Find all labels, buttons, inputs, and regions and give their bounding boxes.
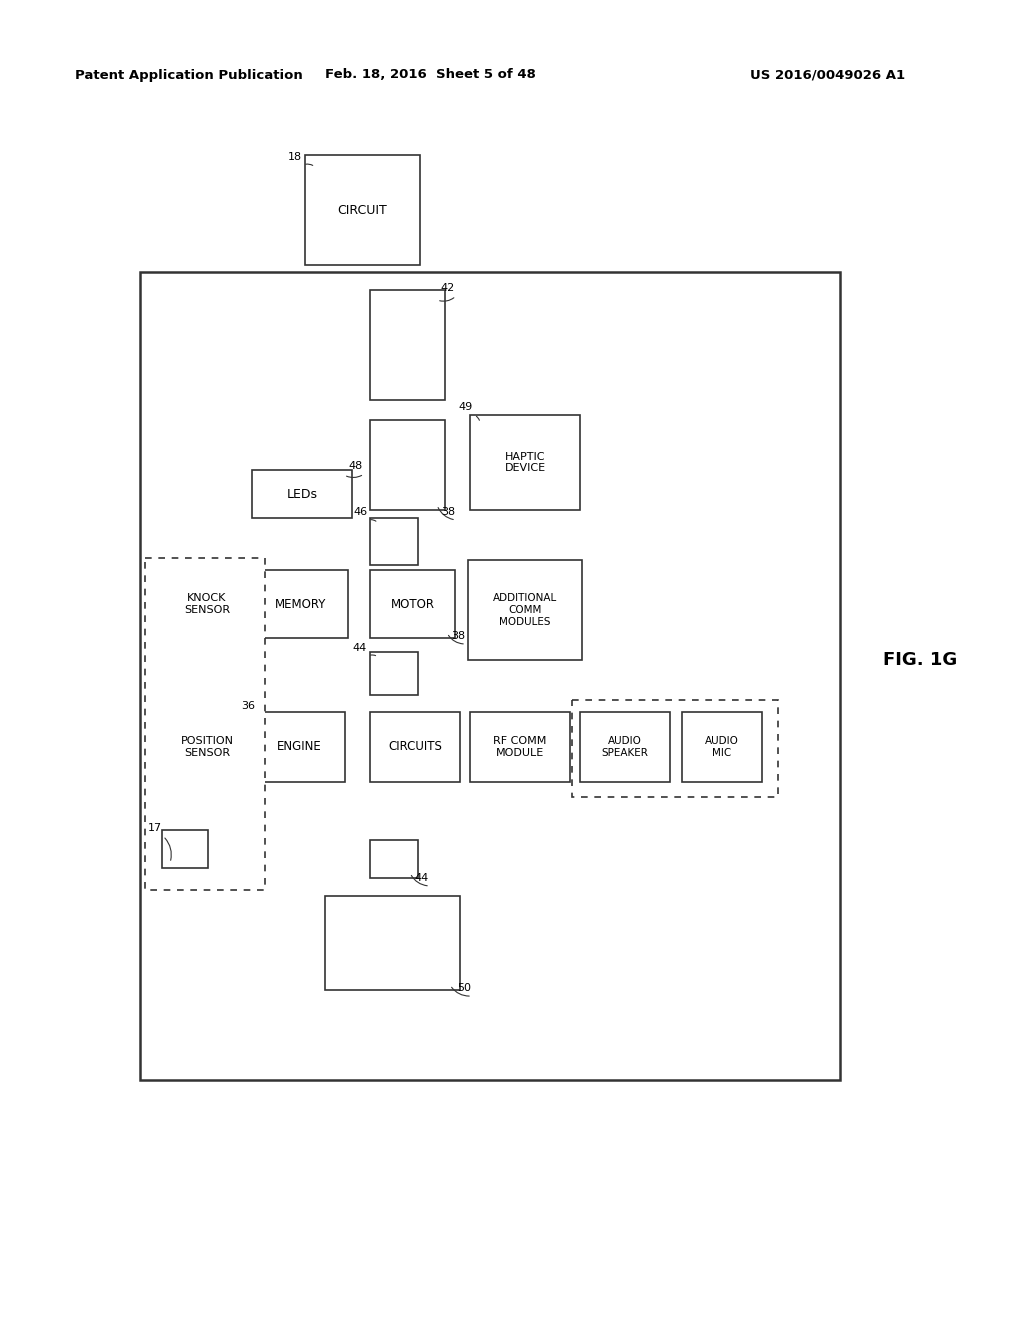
Text: ENGINE: ENGINE bbox=[278, 741, 322, 754]
Bar bbox=[370, 517, 418, 565]
Text: 18: 18 bbox=[288, 152, 302, 162]
Text: 44: 44 bbox=[353, 643, 368, 653]
Bar bbox=[252, 470, 352, 517]
Text: CIRCUITS: CIRCUITS bbox=[388, 741, 442, 754]
Text: RF COMM
MODULE: RF COMM MODULE bbox=[494, 737, 547, 758]
Text: MOTOR: MOTOR bbox=[390, 598, 434, 610]
Text: 50: 50 bbox=[457, 983, 471, 993]
Bar bbox=[305, 154, 420, 265]
Text: 38: 38 bbox=[451, 631, 465, 642]
Text: US 2016/0049026 A1: US 2016/0049026 A1 bbox=[750, 69, 905, 82]
Bar bbox=[162, 830, 208, 869]
Bar bbox=[470, 414, 580, 510]
Bar bbox=[162, 570, 252, 638]
Text: POSITION
SENSOR: POSITION SENSOR bbox=[180, 737, 233, 758]
Text: MEMORY: MEMORY bbox=[274, 598, 327, 610]
Bar bbox=[162, 711, 252, 781]
Bar bbox=[682, 711, 762, 781]
Bar bbox=[468, 560, 582, 660]
Text: CIRCUIT: CIRCUIT bbox=[338, 203, 387, 216]
Bar bbox=[470, 711, 570, 781]
Text: Feb. 18, 2016  Sheet 5 of 48: Feb. 18, 2016 Sheet 5 of 48 bbox=[325, 69, 536, 82]
Text: 48: 48 bbox=[349, 461, 364, 471]
Text: KNOCK
SENSOR: KNOCK SENSOR bbox=[184, 593, 230, 615]
Text: 38: 38 bbox=[441, 507, 455, 517]
Bar bbox=[370, 840, 418, 878]
Text: 46: 46 bbox=[353, 507, 367, 517]
Text: 17: 17 bbox=[147, 822, 162, 833]
Text: 44: 44 bbox=[415, 873, 429, 883]
Text: LEDs: LEDs bbox=[287, 487, 317, 500]
Bar bbox=[370, 290, 445, 400]
Text: HAPTIC
DEVICE: HAPTIC DEVICE bbox=[505, 451, 546, 474]
Bar bbox=[145, 558, 265, 890]
Bar bbox=[572, 700, 778, 797]
Bar bbox=[580, 711, 670, 781]
Bar bbox=[370, 652, 418, 696]
Text: AUDIO
MIC: AUDIO MIC bbox=[706, 737, 739, 758]
Bar bbox=[370, 711, 460, 781]
Text: 49: 49 bbox=[459, 403, 473, 412]
Text: 36: 36 bbox=[241, 701, 255, 711]
Text: ADDITIONAL
COMM
MODULES: ADDITIONAL COMM MODULES bbox=[493, 594, 557, 627]
Text: AUDIO
SPEAKER: AUDIO SPEAKER bbox=[601, 737, 648, 758]
Bar bbox=[325, 896, 460, 990]
Bar bbox=[140, 272, 840, 1080]
Text: 42: 42 bbox=[441, 282, 455, 293]
Text: FIG. 1G: FIG. 1G bbox=[883, 651, 957, 669]
Bar bbox=[370, 570, 455, 638]
Bar bbox=[370, 420, 445, 510]
Bar bbox=[253, 570, 348, 638]
Bar bbox=[254, 711, 345, 781]
Text: Patent Application Publication: Patent Application Publication bbox=[75, 69, 303, 82]
